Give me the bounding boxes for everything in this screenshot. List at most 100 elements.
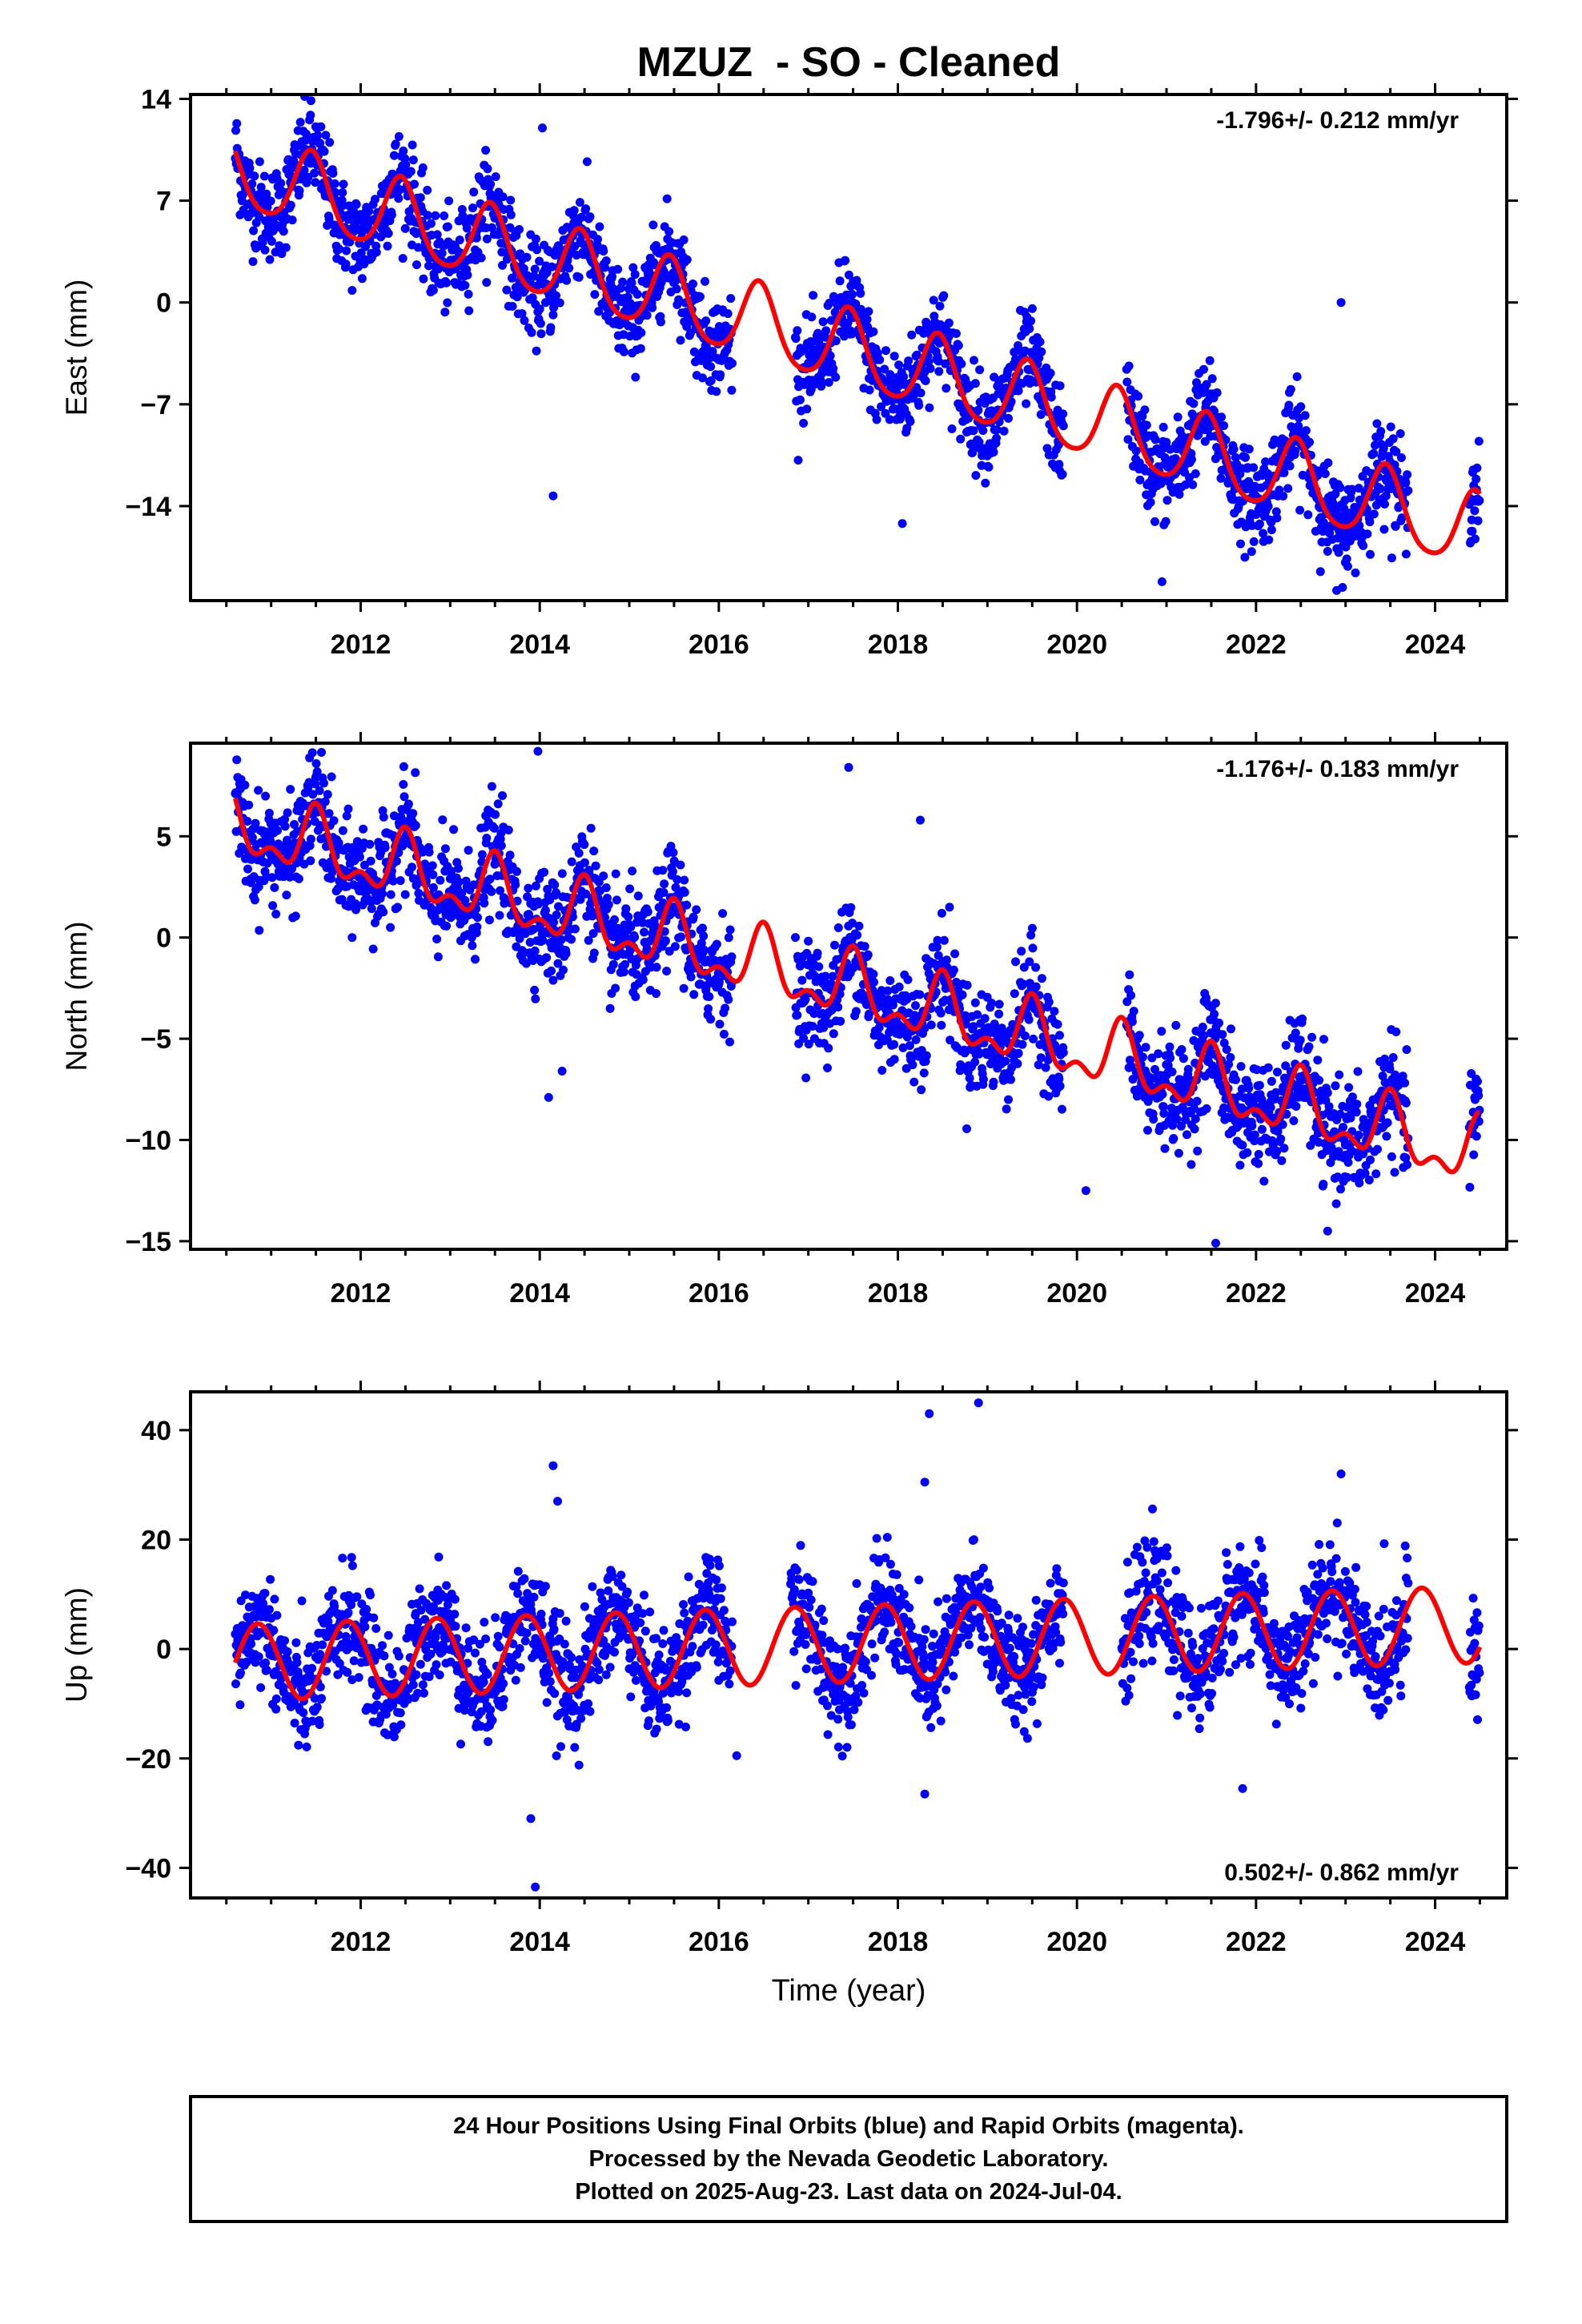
data-point (1353, 1067, 1363, 1076)
data-point (535, 256, 544, 266)
data-point (365, 839, 375, 849)
data-point (1135, 475, 1145, 485)
data-point (357, 274, 367, 283)
data-point (306, 856, 315, 866)
data-point (1272, 1147, 1282, 1156)
data-point (554, 902, 563, 911)
data-point (400, 890, 410, 899)
data-point (275, 241, 284, 251)
data-point (911, 1035, 921, 1044)
data-point (975, 365, 985, 375)
data-point (447, 866, 456, 876)
data-point (657, 274, 667, 283)
data-point (1054, 440, 1063, 449)
data-point (394, 194, 404, 203)
data-point (371, 247, 381, 257)
data-point (493, 799, 503, 809)
east-rate-label: -1.796+/- 0.212 mm/yr (1216, 107, 1459, 134)
data-point (315, 786, 324, 795)
data-point (247, 833, 257, 842)
data-point (391, 856, 401, 866)
data-point (829, 293, 839, 303)
data-point (1351, 1108, 1361, 1117)
data-point (863, 950, 873, 959)
data-point (438, 1647, 448, 1656)
data-point (821, 971, 830, 981)
data-point (444, 196, 454, 206)
data-point (464, 306, 474, 316)
data-point (912, 350, 921, 360)
data-point (1249, 537, 1259, 546)
data-point (487, 887, 496, 896)
data-point (277, 249, 287, 259)
data-point (724, 933, 733, 943)
data-point (232, 119, 242, 128)
data-point (1167, 1068, 1177, 1076)
data-point (389, 811, 399, 821)
data-point (916, 388, 926, 398)
data-point (971, 471, 981, 480)
data-point (400, 223, 410, 233)
data-point (274, 839, 283, 849)
data-point (970, 379, 980, 388)
data-point (872, 415, 881, 424)
data-point (242, 1657, 251, 1667)
data-point (542, 268, 552, 277)
data-point (408, 155, 418, 165)
data-point (473, 913, 482, 923)
data-point (589, 846, 599, 856)
data-point (697, 939, 706, 948)
data-point (825, 351, 835, 360)
data-point (808, 1022, 817, 1031)
data-point (1018, 1039, 1027, 1049)
data-point (522, 252, 532, 262)
north-rate-label: -1.176+/- 0.183 mm/yr (1216, 756, 1459, 782)
data-point (1134, 1031, 1144, 1040)
data-point (342, 811, 351, 821)
data-point (662, 967, 672, 976)
data-point (431, 211, 440, 220)
data-point (648, 220, 658, 230)
data-point (540, 867, 549, 877)
data-point (701, 276, 709, 286)
data-point (442, 1581, 452, 1590)
data-point (698, 373, 707, 383)
data-point (303, 172, 313, 182)
outlier-point (1336, 298, 1346, 308)
data-point (331, 187, 340, 197)
data-point (418, 1680, 428, 1690)
data-point (426, 1650, 436, 1659)
data-point (1037, 347, 1046, 356)
data-point (517, 309, 527, 319)
data-point (261, 1659, 271, 1667)
data-point (310, 168, 319, 178)
data-point (636, 344, 645, 353)
data-point (934, 367, 944, 376)
data-point (1211, 999, 1220, 1008)
y-tick-label: −7 (140, 390, 171, 420)
data-point (328, 168, 338, 178)
data-point (1054, 460, 1064, 469)
data-point (235, 1631, 244, 1641)
data-point (835, 989, 845, 999)
data-point (939, 935, 949, 945)
data-point (1391, 447, 1401, 456)
x-tick-label: 2014 (509, 629, 570, 660)
data-point (921, 1051, 931, 1060)
x-tick-label: 2018 (868, 1278, 929, 1309)
data-point (1292, 372, 1302, 381)
data-point (841, 255, 850, 265)
data-point (1472, 1132, 1481, 1141)
data-point (366, 856, 375, 866)
data-point (482, 834, 492, 843)
data-point (1247, 547, 1256, 557)
data-point (399, 780, 408, 789)
data-point (650, 920, 660, 930)
data-point (530, 264, 540, 274)
data-point (1025, 957, 1034, 967)
data-point (1301, 426, 1311, 436)
data-point (347, 933, 357, 943)
data-point (546, 323, 556, 332)
data-point (482, 234, 492, 243)
data-point (721, 1003, 730, 1013)
